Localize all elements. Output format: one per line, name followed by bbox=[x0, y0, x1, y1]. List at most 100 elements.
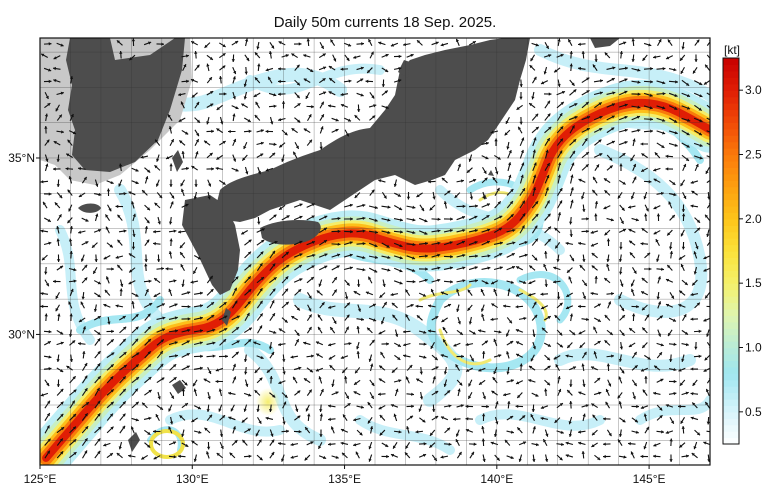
current-vector bbox=[56, 341, 64, 346]
current-vector bbox=[606, 140, 616, 146]
current-vector bbox=[528, 280, 536, 285]
current-vector bbox=[669, 292, 675, 300]
current-vector bbox=[568, 366, 577, 371]
current-vector bbox=[553, 67, 561, 73]
current-vector bbox=[419, 391, 424, 400]
current-vector bbox=[430, 341, 435, 350]
colorbar-cell bbox=[723, 366, 739, 374]
current-vector bbox=[393, 342, 402, 348]
current-vector bbox=[303, 78, 311, 84]
current-vector bbox=[368, 354, 373, 362]
current-vector bbox=[206, 328, 216, 333]
current-vector bbox=[331, 216, 341, 221]
current-vector bbox=[94, 213, 99, 222]
current-vector bbox=[206, 275, 214, 284]
current-vector bbox=[306, 354, 315, 358]
current-vector bbox=[315, 341, 324, 346]
current-vector bbox=[165, 155, 174, 160]
current-vector bbox=[681, 391, 689, 396]
current-vector bbox=[593, 79, 604, 83]
current-vector bbox=[244, 366, 248, 375]
current-vector bbox=[456, 288, 460, 297]
current-vector bbox=[181, 203, 189, 208]
current-vector bbox=[618, 455, 627, 459]
current-vector bbox=[618, 78, 628, 83]
current-vector bbox=[457, 316, 461, 325]
current-vector bbox=[319, 126, 324, 134]
current-vector bbox=[378, 179, 386, 183]
colorbar-cell bbox=[723, 251, 739, 259]
current-vector bbox=[456, 304, 460, 312]
current-vector bbox=[269, 152, 276, 159]
current-vector bbox=[243, 354, 248, 363]
current-vector bbox=[593, 115, 603, 121]
current-vector bbox=[457, 388, 461, 397]
current-vector bbox=[244, 300, 251, 309]
colorbar-cell bbox=[723, 244, 739, 252]
current-vector bbox=[115, 304, 124, 308]
current-vector bbox=[269, 312, 276, 321]
current-vector bbox=[640, 291, 649, 296]
current-vector bbox=[641, 304, 648, 311]
current-vector bbox=[556, 90, 566, 96]
current-vector bbox=[117, 239, 123, 246]
current-vector bbox=[602, 454, 611, 459]
current-vector bbox=[668, 105, 678, 110]
current-vector bbox=[107, 204, 112, 212]
current-vector bbox=[381, 67, 389, 73]
current-vector bbox=[604, 314, 611, 321]
current-vector bbox=[681, 41, 685, 50]
current-vector bbox=[143, 302, 153, 308]
current-vector bbox=[703, 317, 710, 322]
latitude-ticks: 30°N 35°N bbox=[8, 151, 40, 341]
current-vector bbox=[194, 101, 200, 109]
current-vector bbox=[277, 67, 286, 71]
current-vector bbox=[456, 354, 465, 359]
current-vector bbox=[380, 351, 386, 359]
current-vector bbox=[465, 404, 474, 409]
current-vector bbox=[365, 79, 374, 84]
current-vector bbox=[582, 379, 586, 388]
current-vector bbox=[653, 442, 661, 447]
current-vector bbox=[519, 91, 523, 100]
current-vector bbox=[468, 442, 477, 446]
current-vector bbox=[181, 379, 188, 386]
current-vector bbox=[693, 354, 702, 358]
current-vector bbox=[593, 91, 603, 96]
colorbar-cell bbox=[723, 70, 739, 78]
current-vector bbox=[391, 302, 398, 309]
current-vector bbox=[306, 389, 313, 396]
current-vector bbox=[293, 240, 303, 246]
current-vector bbox=[144, 263, 148, 272]
colorbar-cell bbox=[723, 315, 739, 323]
current-vector bbox=[193, 405, 202, 410]
current-vector bbox=[356, 279, 361, 288]
current-vector bbox=[94, 350, 101, 359]
current-vector bbox=[643, 67, 654, 71]
current-vector bbox=[306, 253, 316, 258]
current-vector bbox=[294, 404, 299, 412]
current-vector bbox=[131, 167, 139, 172]
current-vector bbox=[391, 367, 398, 374]
current-vector bbox=[318, 279, 323, 287]
current-vector bbox=[152, 429, 161, 434]
current-vector bbox=[381, 268, 391, 272]
current-vector bbox=[118, 192, 127, 196]
current-vector bbox=[52, 66, 61, 71]
current-vector bbox=[254, 389, 261, 396]
current-vector bbox=[69, 288, 74, 297]
colorbar-cell bbox=[723, 257, 739, 265]
current-vector bbox=[168, 341, 178, 346]
current-vector bbox=[328, 305, 336, 309]
current-vector bbox=[543, 92, 552, 96]
current-vector bbox=[465, 417, 474, 421]
current-vector bbox=[257, 416, 262, 425]
current-vector bbox=[144, 254, 148, 263]
current-vector bbox=[181, 340, 190, 346]
current-vector bbox=[557, 174, 561, 184]
current-vector bbox=[406, 205, 416, 209]
current-vector bbox=[356, 429, 363, 436]
current-vector bbox=[406, 303, 414, 308]
current-vector bbox=[103, 442, 111, 447]
current-vector bbox=[144, 313, 151, 321]
